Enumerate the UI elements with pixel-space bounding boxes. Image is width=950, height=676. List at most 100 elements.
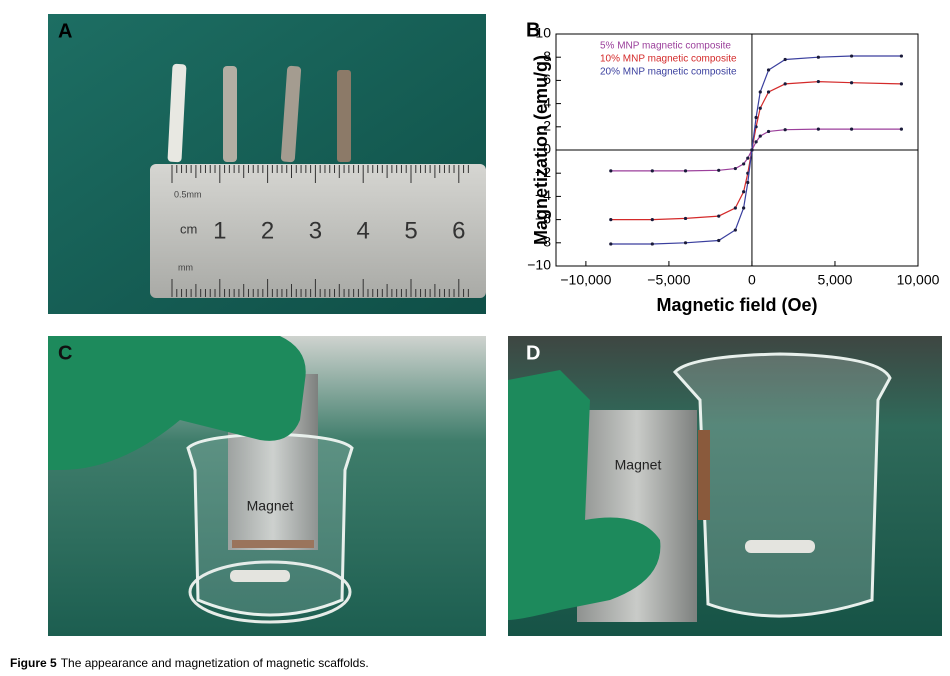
y-tick-label: −6 <box>535 210 551 226</box>
y-tick-label: −8 <box>535 234 551 250</box>
data-point <box>742 162 746 166</box>
legend-entry: 20% MNP magnetic composite <box>600 67 737 78</box>
data-point <box>650 218 654 222</box>
data-point <box>609 218 613 222</box>
data-point <box>816 127 820 131</box>
data-point <box>758 134 762 138</box>
data-point <box>683 241 688 245</box>
x-tick-label: 5,000 <box>817 272 852 288</box>
data-point <box>899 54 903 58</box>
x-tick-label: 0 <box>748 272 756 288</box>
scaffold-rod <box>230 570 290 582</box>
y-tick-label: 10 <box>535 25 551 41</box>
data-point <box>750 148 754 152</box>
ruler-number: 6 <box>452 217 465 244</box>
magnet-label: Magnet <box>247 498 294 514</box>
data-point <box>650 169 654 173</box>
ruler-number: 1 <box>213 217 226 244</box>
panel-d: Magnet D <box>508 336 942 636</box>
data-point <box>754 140 758 144</box>
data-point <box>609 242 613 246</box>
glove <box>508 370 661 620</box>
scaffold <box>232 540 314 548</box>
data-point <box>783 128 787 132</box>
scaffold-rod <box>223 66 237 162</box>
scaffold-rod <box>167 63 187 163</box>
x-tick-label: −10,000 <box>560 272 611 288</box>
data-point <box>746 180 750 185</box>
ruler-text: 0.5mm <box>174 189 202 199</box>
data-point <box>650 242 654 246</box>
data-point <box>733 166 737 171</box>
data-point <box>899 82 903 86</box>
data-point <box>816 79 820 84</box>
data-point <box>816 55 820 59</box>
panel-c: Magnet C <box>48 336 486 636</box>
scaffold-rod <box>745 540 815 553</box>
glove <box>48 336 306 470</box>
data-point <box>766 90 771 94</box>
data-point <box>783 57 787 62</box>
data-point <box>899 127 903 131</box>
y-tick-label: 8 <box>543 48 551 64</box>
ruler-ticks: 1 2 3 4 5 6 <box>171 165 469 297</box>
magnet-label: Magnet <box>615 457 662 473</box>
panel-label: A <box>58 20 72 42</box>
caption-text: The appearance and magnetization of magn… <box>61 656 369 670</box>
x-tick-label: 10,000 <box>897 272 940 288</box>
data-point <box>783 82 787 86</box>
data-point <box>849 54 854 58</box>
x-tick-label: −5,000 <box>647 272 690 288</box>
scaffold-rod <box>337 70 351 162</box>
data-point <box>766 68 771 72</box>
x-axis-label: Magnetic field (Oe) <box>656 295 817 315</box>
panel-label: D <box>526 342 540 364</box>
beaker <box>672 352 892 618</box>
y-tick-label: 6 <box>543 71 551 87</box>
ruler-text: mm <box>178 262 193 272</box>
y-tick-label: −4 <box>535 187 551 203</box>
data-point <box>683 169 688 173</box>
ruler-number: 3 <box>309 217 322 244</box>
data-point <box>849 127 854 131</box>
scaffold-rod <box>280 65 302 163</box>
data-point <box>758 90 762 94</box>
y-tick-label: 0 <box>543 141 551 157</box>
data-point <box>766 129 771 134</box>
data-point <box>746 156 750 160</box>
ruler <box>150 164 486 298</box>
ruler-number: 5 <box>404 217 417 244</box>
beaker-base <box>188 560 352 624</box>
beaker <box>186 432 354 617</box>
data-point <box>733 228 737 232</box>
caption: Figure 5 The appearance and magnetization… <box>10 656 369 670</box>
data-point <box>609 169 613 173</box>
data-point <box>717 238 721 243</box>
caption-label: Figure 5 <box>10 656 57 670</box>
panel-b: B −10 −8 −6 −4 −2 0 2 4 6 8 10 −10,000 −5,000 0 5,000 1… <box>526 19 940 314</box>
data-point <box>733 206 737 210</box>
ruler-number: 2 <box>261 217 274 244</box>
data-point <box>742 206 746 210</box>
y-tick-label: −10 <box>527 257 551 273</box>
ruler-text: cm <box>180 221 197 236</box>
y-tick-label: 4 <box>543 94 551 110</box>
data-point <box>717 168 721 172</box>
series-line <box>610 80 902 221</box>
scaffold <box>698 430 710 520</box>
y-tick-label: 2 <box>543 118 551 134</box>
data-point <box>717 214 721 218</box>
legend-entry: 5% MNP magnetic composite <box>600 41 731 52</box>
y-axis-label: Magnetization (emu/g) <box>531 55 551 245</box>
data-point <box>758 106 762 110</box>
data-point <box>754 115 758 120</box>
panel-a: 1 2 3 4 5 6 0.5mm cm mm A <box>48 14 486 314</box>
ruler-number: 4 <box>357 217 370 244</box>
data-point <box>742 190 746 194</box>
panel-label: C <box>58 342 72 364</box>
legend-entry: 10% MNP magnetic composite <box>600 54 737 65</box>
panel-label: B <box>526 19 540 41</box>
y-tick-label: −2 <box>535 164 551 180</box>
data-point <box>683 216 688 221</box>
